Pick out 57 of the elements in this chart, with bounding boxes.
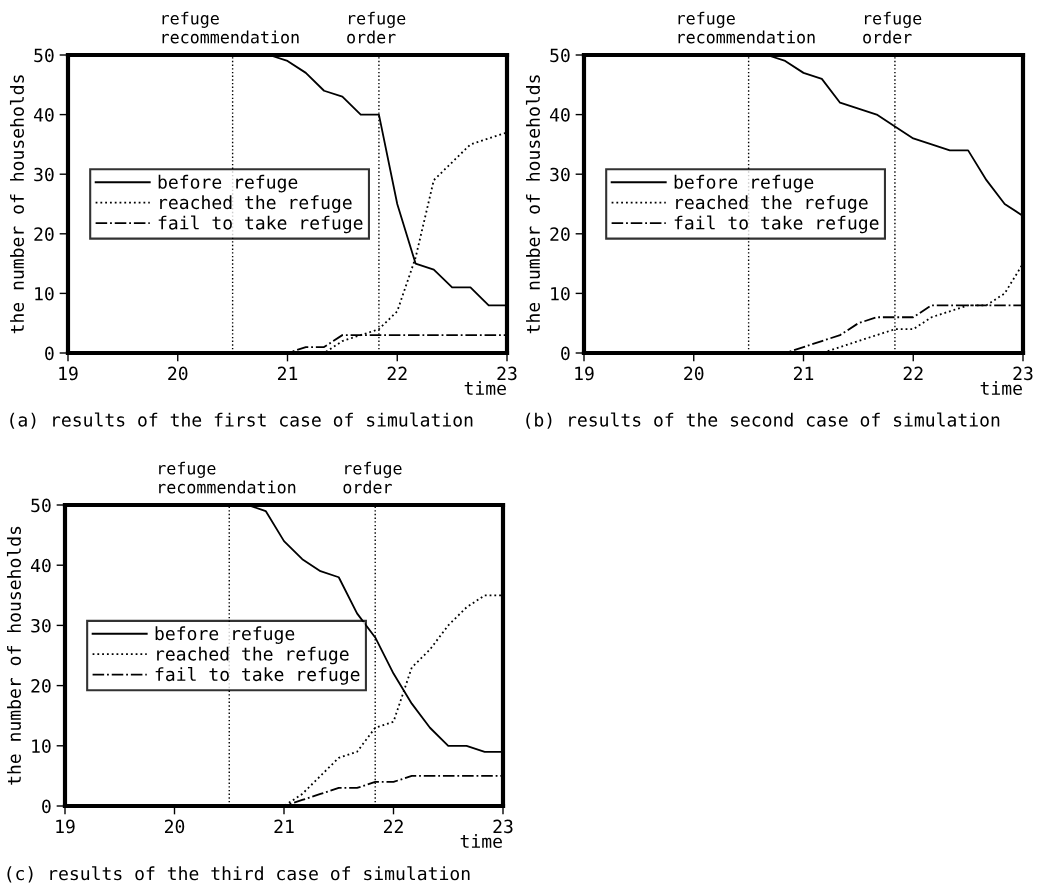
- y-tick-label: 0: [45, 346, 54, 361]
- x-axis-title: time: [464, 381, 506, 396]
- ref-line-label: refuge order: [863, 11, 922, 44]
- ref-line-label: refuge recommendation: [159, 461, 296, 494]
- x-axis-title: time: [980, 381, 1022, 396]
- legend-label: before refuge: [158, 174, 298, 193]
- ref-line-label: refuge order: [343, 461, 402, 494]
- text: (c) results of the third case of simulation: [7, 866, 470, 883]
- x-tick-label: 23: [497, 366, 517, 381]
- y-tick-label: 40: [30, 558, 51, 573]
- legend-label: fail to take refuge: [155, 667, 360, 685]
- x-tick-label: 19: [56, 819, 75, 834]
- legend-label: before refuge: [155, 626, 295, 644]
- x-tick-label: 22: [387, 366, 407, 381]
- y-axis-title: the number of households: [6, 526, 22, 785]
- y-tick-label: 30: [34, 167, 54, 182]
- legend-label: fail to take refuge: [158, 215, 363, 234]
- legend-label: before refuge: [674, 174, 814, 193]
- legend-label: reached the refuge: [676, 195, 868, 213]
- x-tick-label: 23: [1013, 366, 1033, 381]
- y-tick-label: 10: [35, 286, 54, 301]
- x-tick-label: 21: [274, 819, 294, 834]
- y-tick-label: 20: [31, 679, 51, 693]
- x-tick-label: 19: [575, 366, 594, 381]
- y-tick-label: 40: [549, 108, 570, 122]
- y-tick-label: 50: [34, 48, 54, 63]
- y-axis-title: the number of households: [525, 75, 541, 334]
- y-tick-label: 10: [32, 739, 51, 753]
- y-axis-title: the number of households: [9, 75, 25, 334]
- ref-line-label: refuge recommendation: [162, 11, 299, 44]
- x-tick-label: 20: [684, 366, 704, 381]
- ref-line-label: refuge recommendation: [678, 11, 815, 44]
- y-tick-label: 40: [33, 108, 54, 122]
- x-tick-label: 22: [383, 819, 403, 834]
- y-tick-label: 50: [31, 498, 51, 513]
- y-tick-label: 10: [551, 286, 570, 301]
- ref-line-label: refuge order: [347, 11, 406, 44]
- x-tick-label: 21: [277, 366, 298, 381]
- legend-label: reached the refuge: [157, 646, 349, 665]
- x-tick-label: 22: [903, 366, 923, 381]
- x-axis-title: time: [460, 834, 502, 849]
- text: (a) results of the first case of simulation: [10, 412, 473, 429]
- x-tick-label: 20: [168, 366, 188, 381]
- text: (b) results of the second case of simulation: [526, 412, 1000, 429]
- y-tick-label: 0: [561, 346, 570, 361]
- x-tick-label: 21: [793, 366, 814, 381]
- y-tick-label: 30: [31, 618, 51, 633]
- y-tick-label: 50: [550, 48, 570, 63]
- y-tick-label: 20: [34, 227, 54, 241]
- y-tick-label: 30: [550, 167, 570, 182]
- y-tick-label: 0: [42, 799, 51, 814]
- legend-label: reached the refuge: [160, 195, 352, 213]
- x-tick-label: 23: [493, 819, 513, 834]
- x-tick-label: 19: [59, 366, 78, 381]
- x-tick-label: 20: [164, 819, 185, 834]
- legend-label: fail to take refuge: [674, 215, 879, 234]
- y-tick-label: 20: [550, 227, 570, 241]
